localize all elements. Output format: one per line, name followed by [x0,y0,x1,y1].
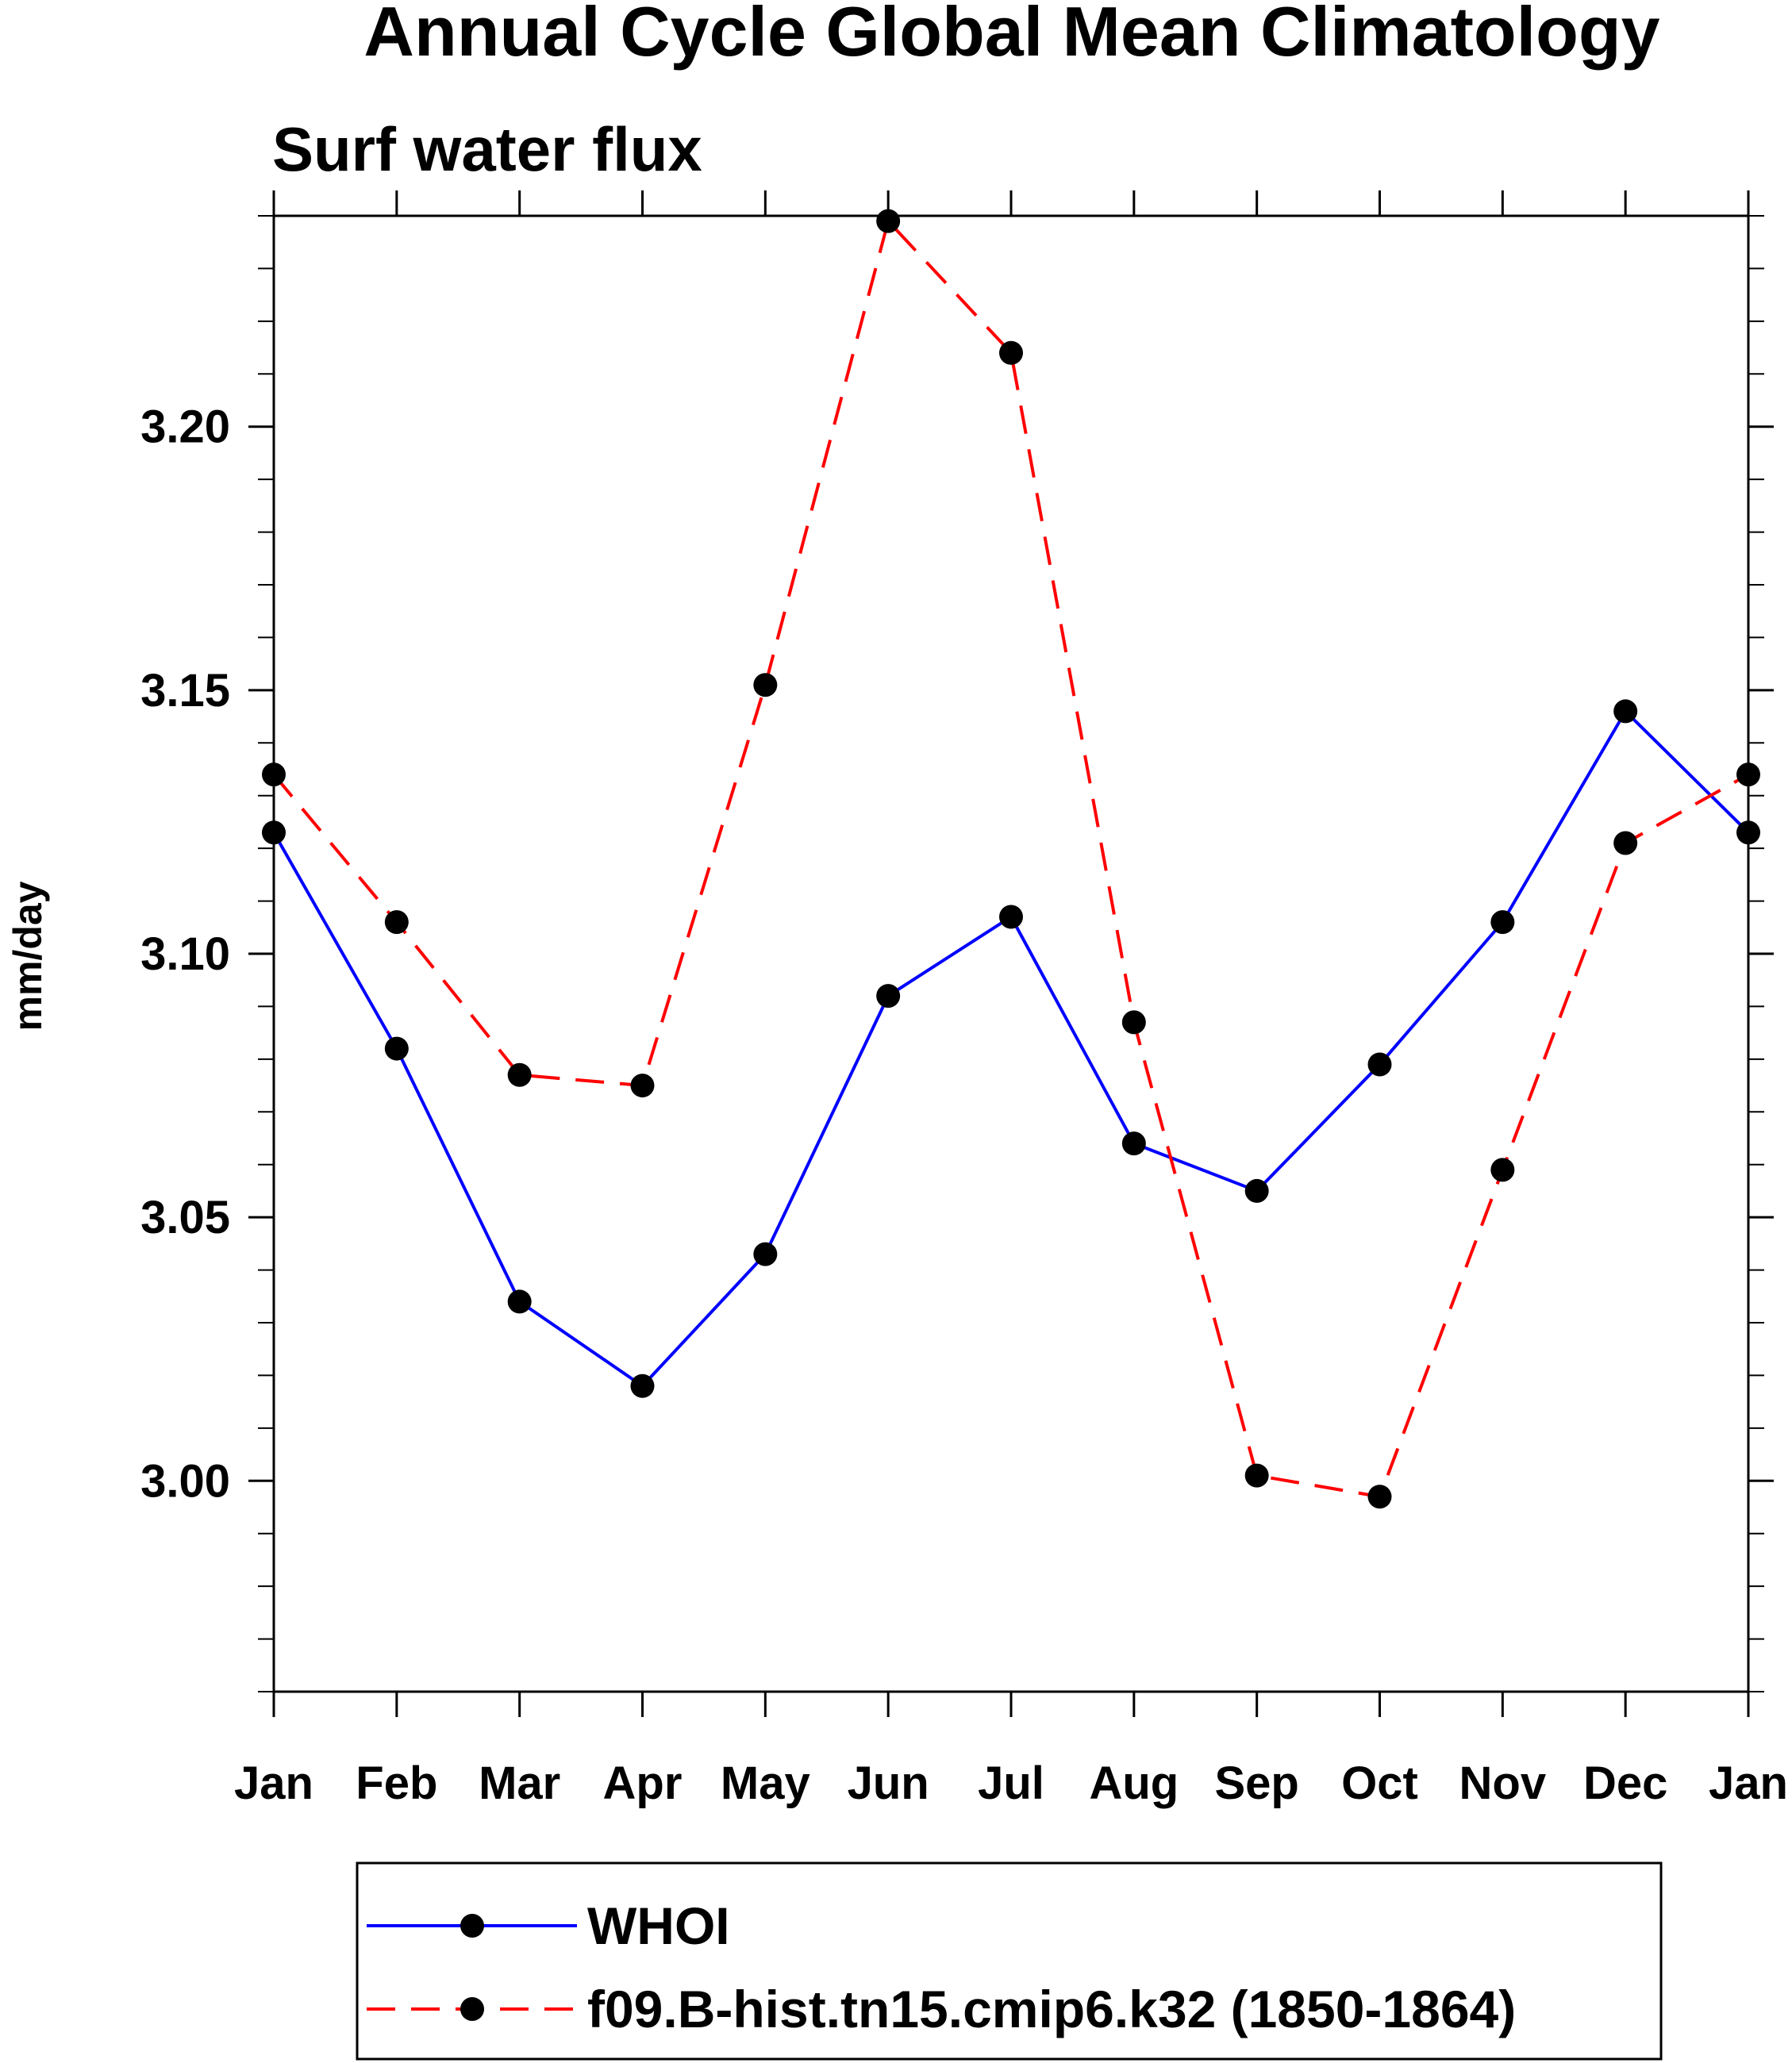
data-point [753,673,778,697]
data-point [1613,831,1638,855]
data-point [507,1289,532,1314]
data-point [384,910,409,935]
legend-label: WHOI [587,1896,730,1955]
data-point [1121,1010,1146,1035]
x-tick-label: Mar [479,1758,560,1809]
x-tick-labels: Jan Feb Mar Apr May Jun Jul Aug Sep Oct Nov Dec Jan [234,1758,1788,1809]
series-line [272,709,1750,1389]
data-point [630,1074,655,1098]
x-tick-label: Feb [356,1758,437,1809]
legend-box [356,1861,1663,2061]
legend-marker [460,1997,484,2021]
y-axis-label: mm/day [6,881,50,1031]
data-point [507,1062,532,1087]
x-tick-label: Jan [1709,1758,1788,1809]
data-point [1367,1485,1392,1509]
x-tick-label: Jan [234,1758,313,1809]
plot-frame [272,214,1750,1693]
data-point [1367,1052,1392,1077]
y-tick-label: 3.05 [140,1192,230,1243]
x-tick-label: Nov [1459,1758,1547,1809]
chart-subtitle: Surf water flux [272,114,702,184]
x-tick-label: Aug [1089,1758,1179,1809]
legend-marker [460,1914,484,1938]
axis-ticks [248,190,1774,1717]
data-point [384,1036,409,1061]
x-tick-label: May [721,1758,810,1809]
data-point [1613,699,1638,724]
series-0 [262,699,1760,1398]
x-tick-label: Sep [1214,1758,1298,1809]
y-tick-labels: 3.00 3.05 3.10 3.15 3.20 [140,401,230,1508]
y-tick-label: 3.00 [140,1455,230,1507]
y-tick-label: 3.10 [140,928,230,980]
x-tick-label: Jul [978,1758,1044,1809]
data-point [876,984,901,1008]
y-tick-label: 3.15 [140,665,230,716]
legend-label: f09.B-hist.tn15.cmip6.k32 (1850-1864) [587,1980,1516,2038]
x-tick-label: Dec [1583,1758,1667,1809]
data-point [876,209,901,233]
chart-title: Annual Cycle Global Mean Climatology [363,0,1659,71]
data-point [1121,1131,1146,1156]
data-point [630,1373,655,1398]
series-layer [262,209,1760,1509]
x-tick-label: Oct [1341,1758,1418,1809]
x-tick-label: Jun [848,1758,929,1809]
data-point [999,340,1023,365]
series-line [272,217,1749,1499]
data-point [999,905,1023,929]
x-tick-label: Apr [603,1758,683,1809]
legend: WHOI f09.B-hist.tn15.cmip6.k32 (1850-1864… [356,1861,1663,2061]
series-1 [262,209,1760,1509]
data-point [753,1242,778,1266]
data-point [1244,1463,1269,1488]
data-point [1490,910,1515,935]
data-point [1490,1158,1515,1182]
data-point [1244,1178,1269,1203]
y-tick-label: 3.20 [140,401,230,453]
